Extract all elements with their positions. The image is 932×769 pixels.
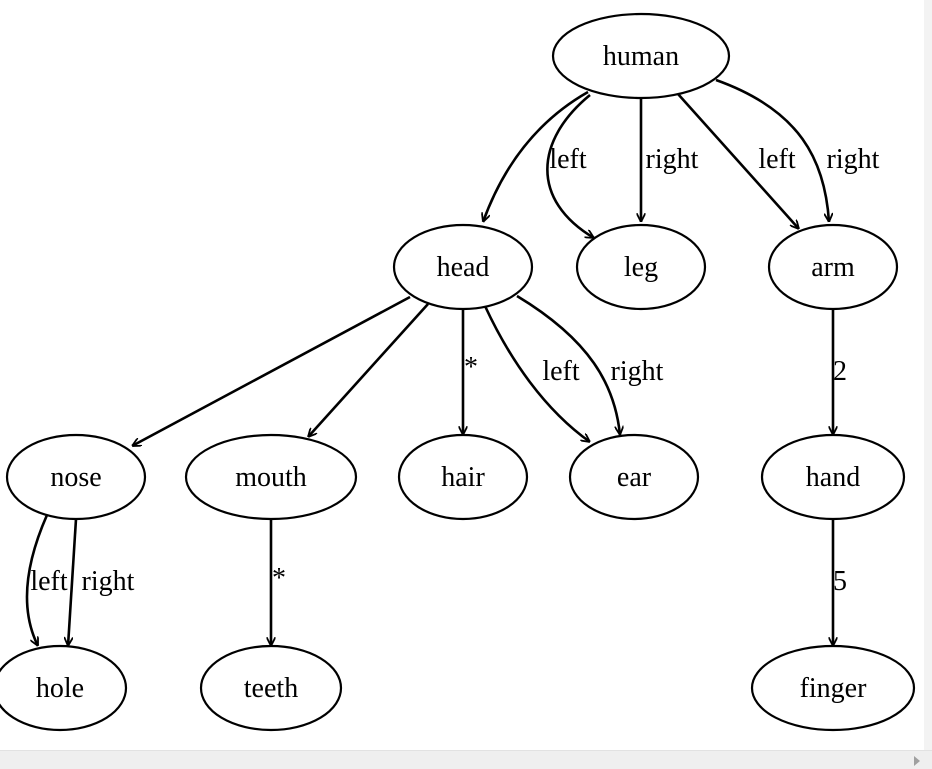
- node-ellipse: [767, 223, 899, 311]
- node-label: head: [437, 252, 490, 283]
- edge-human-to-leg-left: left: [546, 93, 594, 240]
- edge-arrow: [483, 305, 590, 442]
- node-label: finger: [800, 673, 868, 704]
- edge-label: 5: [833, 566, 847, 597]
- edge-label: left: [542, 356, 580, 387]
- node-label: arm: [811, 252, 855, 283]
- edge-head-to-mouth: [308, 303, 429, 437]
- horizontal-scrollbar[interactable]: [0, 750, 932, 769]
- edge-mouth-to-teeth-star: *: [271, 519, 286, 646]
- edge-head-to-ear-left: left: [483, 305, 590, 442]
- edge-head-to-nose: [132, 295, 411, 448]
- node-hole: hole: [0, 644, 128, 732]
- edge-head-to-ear-right: right: [516, 294, 664, 435]
- nodes-layer: human head leg arm nose mouth hair ear hand hole t…: [0, 12, 916, 732]
- node-teeth: teeth: [199, 644, 343, 732]
- edge-arrow: [546, 93, 594, 240]
- node-label: mouth: [235, 462, 307, 493]
- edge-arrow: [677, 93, 799, 229]
- node-label: hand: [806, 462, 860, 493]
- node-hair: hair: [397, 433, 529, 521]
- node-ellipse: [750, 644, 916, 732]
- node-ellipse: [551, 12, 731, 100]
- edge-label: left: [758, 144, 796, 175]
- node-ellipse: [397, 433, 529, 521]
- edge-label: right: [646, 144, 699, 175]
- edge-label: 2: [833, 356, 847, 387]
- node-head: head: [392, 223, 534, 311]
- node-label: human: [603, 41, 679, 72]
- node-ellipse: [392, 223, 534, 311]
- node-label: nose: [50, 462, 101, 493]
- edge-human-to-leg-right: right: [641, 98, 699, 222]
- node-finger: finger: [750, 644, 916, 732]
- edge-label: *: [464, 352, 478, 383]
- node-ellipse: [199, 644, 343, 732]
- edge-hand-to-finger-5: 5: [833, 519, 847, 646]
- node-nose: nose: [5, 433, 147, 521]
- edge-arm-to-hand-2: 2: [833, 309, 847, 435]
- edge-head-to-hair-star: *: [463, 309, 478, 435]
- node-label: teeth: [244, 673, 298, 704]
- node-human: human: [551, 12, 731, 100]
- node-ellipse: [0, 644, 128, 732]
- edge-arrow: [25, 514, 49, 646]
- edge-nose-to-hole-left: left: [25, 514, 68, 646]
- edge-arrow: [483, 90, 589, 222]
- edge-arrow: [132, 295, 411, 448]
- edge-arrow: [308, 303, 429, 437]
- edge-label: left: [549, 144, 587, 175]
- node-label: hole: [36, 673, 84, 704]
- edges-layer: left right left right * left right 2 left right * 5: [25, 78, 880, 646]
- scroll-right-arrow-icon[interactable]: [914, 756, 920, 766]
- edge-arrow: [516, 294, 620, 435]
- node-label: ear: [617, 462, 652, 493]
- edge-arrow: [715, 78, 829, 222]
- node-ellipse: [760, 433, 906, 521]
- vertical-scrollbar[interactable]: [924, 0, 932, 750]
- edge-human-to-arm-left: left: [677, 93, 799, 229]
- node-ellipse: [568, 433, 700, 521]
- edge-arrow: [68, 518, 78, 646]
- node-mouth: mouth: [184, 433, 358, 521]
- node-ellipse: [575, 223, 707, 311]
- edge-label: *: [272, 563, 286, 594]
- edge-label: right: [82, 566, 135, 597]
- edge-label: left: [30, 566, 68, 597]
- edge-human-to-head: [483, 90, 589, 222]
- node-label: leg: [624, 252, 658, 283]
- edge-human-to-arm-right: right: [715, 78, 880, 222]
- edge-nose-to-hole-right: right: [68, 518, 135, 646]
- node-ellipse: [184, 433, 358, 521]
- node-ellipse: [5, 433, 147, 521]
- node-leg: leg: [575, 223, 707, 311]
- node-ear: ear: [568, 433, 700, 521]
- node-hand: hand: [760, 433, 906, 521]
- graph-diagram: left right left right * left right 2 left right * 5…: [0, 12, 916, 732]
- edge-label: right: [611, 356, 664, 387]
- node-label: hair: [441, 462, 485, 493]
- edge-label: right: [827, 144, 880, 175]
- node-arm: arm: [767, 223, 899, 311]
